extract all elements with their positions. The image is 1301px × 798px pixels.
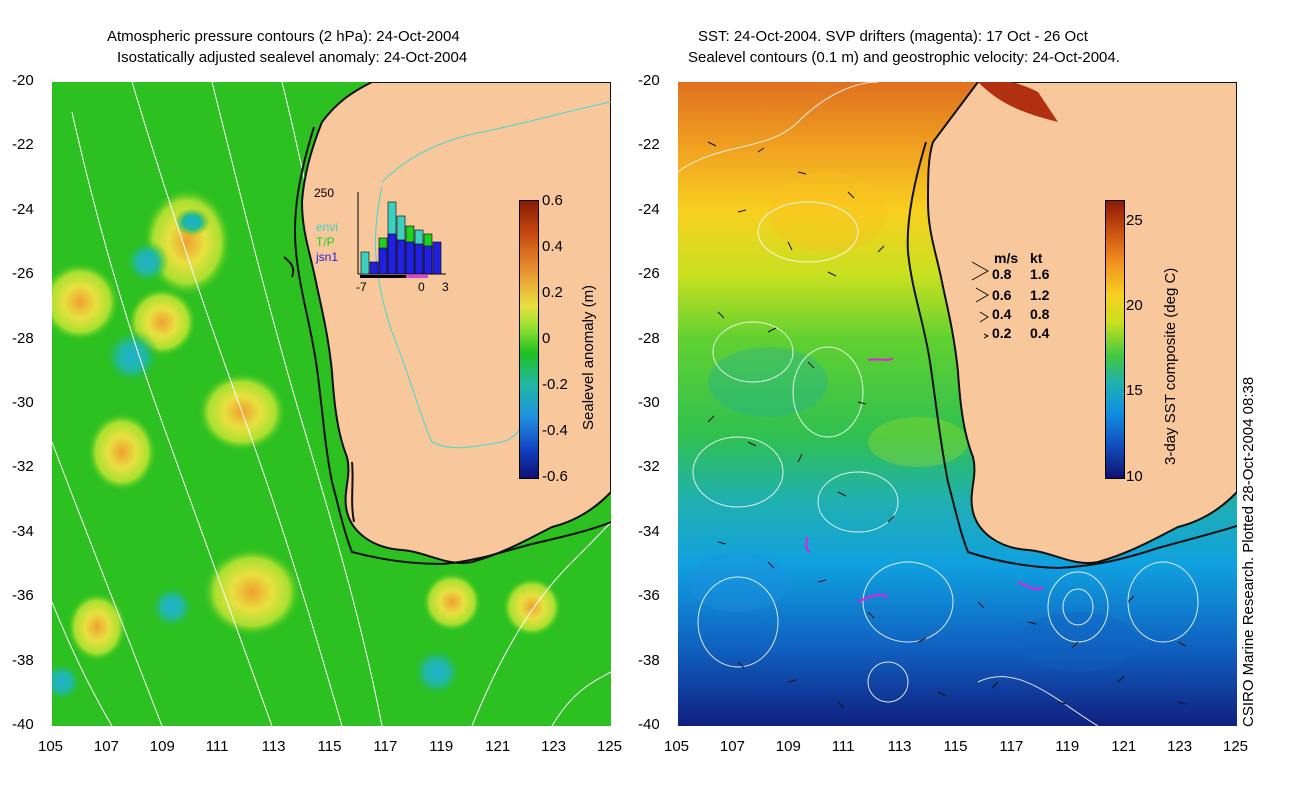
left-cbar-tick-6: -0.6 bbox=[542, 468, 568, 485]
sealevel-anomaly-map: 250 bbox=[52, 82, 611, 726]
left-cbar-tick-2: 0.2 bbox=[542, 284, 563, 301]
inset-ymax-label: 250 bbox=[314, 186, 335, 200]
velocity-legend-row2-ms: 0.6 bbox=[992, 287, 1012, 303]
left-cbar-tick-4: -0.2 bbox=[542, 376, 568, 393]
left-colorbar-label: Sealevel anomaly (m) bbox=[580, 284, 597, 430]
velocity-legend-header-ms: m/s bbox=[994, 250, 1019, 266]
left-cbar-tick-1: 0.4 bbox=[542, 238, 563, 255]
lat-tick-label: -38 bbox=[638, 651, 660, 669]
lat-tick-label: -20 bbox=[12, 72, 34, 89]
depth-contour bbox=[293, 126, 611, 566]
lat-tick-label: -34 bbox=[12, 522, 34, 540]
lon-tick-label: 121 bbox=[1111, 738, 1137, 755]
lat-tick-label: -30 bbox=[12, 394, 34, 411]
lon-tick-label: 121 bbox=[485, 738, 511, 755]
lat-tick-label: -40 bbox=[638, 716, 660, 733]
inset-xtick-zero: 0 bbox=[418, 280, 425, 294]
lon-tick-label: 117 bbox=[373, 738, 398, 755]
sst-map bbox=[678, 82, 1237, 726]
left-cbar-tick-5: -0.4 bbox=[542, 422, 568, 439]
velocity-legend-row3-kt: 0.8 bbox=[1030, 306, 1050, 322]
right-colorbar-label: 3-day SST composite (deg C) bbox=[1162, 267, 1179, 465]
lon-tick-label: 113 bbox=[261, 738, 286, 755]
velocity-legend-row2-kt: 1.2 bbox=[1030, 287, 1050, 303]
lon-tick-label: 123 bbox=[541, 738, 567, 755]
inset-legend-jsn1: jsn1 bbox=[316, 250, 339, 264]
right-title-line1: SST: 24-Oct-2004. SVP drifters (magenta)… bbox=[698, 28, 1088, 45]
inset-legend-envi: envi bbox=[316, 220, 339, 234]
lon-tick-label: 111 bbox=[205, 738, 229, 755]
velocity-legend-row4-ms: 0.2 bbox=[992, 325, 1012, 341]
left-cbar-tick-0: 0.6 bbox=[542, 192, 563, 209]
lon-tick-label: 107 bbox=[719, 738, 745, 755]
lat-tick-label: -22 bbox=[638, 136, 660, 154]
right-cbar-tick-2: 15 bbox=[1126, 382, 1143, 399]
left-title-line2: Isostatically adjusted sealevel anomaly:… bbox=[117, 49, 468, 66]
sst-colorbar bbox=[1105, 200, 1125, 479]
credit-text: CSIRO Marine Research. Plotted 28-Oct-20… bbox=[1240, 376, 1257, 727]
lat-tick-label: -32 bbox=[12, 458, 34, 476]
inset-xtick-right: 3 bbox=[442, 280, 449, 294]
lon-tick-label: 107 bbox=[93, 738, 119, 755]
velocity-legend-row3-ms: 0.4 bbox=[992, 306, 1012, 322]
right-cbar-tick-3: 10 bbox=[1126, 468, 1143, 485]
lon-tick-label: 113 bbox=[887, 738, 912, 755]
lon-tick-label: 105 bbox=[38, 738, 64, 755]
lat-tick-label: -34 bbox=[638, 522, 660, 540]
lon-tick-label: 109 bbox=[149, 738, 175, 755]
lat-tick-label: -20 bbox=[638, 72, 660, 89]
lat-tick-label: -30 bbox=[638, 394, 660, 411]
lat-tick-label: -38 bbox=[12, 651, 34, 669]
lon-tick-label: 119 bbox=[429, 738, 454, 755]
altimeter-inset-chart: 250 bbox=[314, 182, 454, 302]
lon-tick-label: 109 bbox=[775, 738, 801, 755]
inset-xtick-left: -7 bbox=[356, 280, 367, 294]
land-australia-right bbox=[926, 82, 1237, 564]
lon-tick-label: 105 bbox=[664, 738, 690, 755]
lat-tick-label: -26 bbox=[12, 265, 34, 283]
lon-tick-label: 115 bbox=[317, 738, 342, 755]
lat-tick-label: -40 bbox=[12, 716, 34, 733]
lat-tick-label: -36 bbox=[12, 587, 34, 605]
velocity-legend-arrows bbox=[971, 261, 990, 339]
lon-tick-label: 125 bbox=[1223, 738, 1249, 755]
sst-field bbox=[678, 82, 1237, 726]
sealevel-colorbar bbox=[519, 200, 539, 479]
lon-tick-label: 125 bbox=[597, 738, 623, 755]
lon-tick-label: 119 bbox=[1055, 738, 1080, 755]
sst-texture bbox=[688, 172, 1138, 672]
left-cbar-tick-3: 0 bbox=[542, 330, 551, 347]
right-title-line2: Sealevel contours (0.1 m) and geostrophi… bbox=[688, 49, 1120, 66]
right-cbar-tick-0: 25 bbox=[1126, 212, 1143, 229]
lon-tick-label: 117 bbox=[999, 738, 1024, 755]
velocity-legend-row1-ms: 0.8 bbox=[992, 266, 1012, 282]
lat-tick-label: -24 bbox=[12, 200, 34, 218]
velocity-arrows bbox=[707, 141, 1187, 709]
right-cbar-tick-1: 20 bbox=[1126, 297, 1143, 314]
velocity-legend-row1-kt: 1.6 bbox=[1030, 266, 1050, 282]
lat-tick-label: -22 bbox=[12, 136, 34, 154]
lat-tick-label: -32 bbox=[638, 458, 660, 476]
lat-tick-label: -26 bbox=[638, 265, 660, 283]
lat-tick-label: -36 bbox=[638, 587, 660, 605]
left-title-line1: Atmospheric pressure contours (2 hPa): 2… bbox=[107, 28, 460, 45]
drifter-tracks bbox=[805, 357, 1044, 603]
sealevel-contours bbox=[678, 82, 1199, 726]
anomaly-blobs bbox=[52, 187, 562, 702]
inset-bars bbox=[357, 192, 446, 278]
depth-contour-right bbox=[906, 141, 1237, 570]
lat-tick-label: -24 bbox=[638, 200, 660, 218]
velocity-legend: m/s kt 0.8 1.6 0.6 1.2 0.4 0.8 0.2 0.4 bbox=[966, 250, 1066, 350]
lat-tick-label: -28 bbox=[638, 329, 660, 347]
lon-tick-label: 123 bbox=[1167, 738, 1193, 755]
inset-legend-tp: T/P bbox=[316, 235, 335, 249]
velocity-legend-header-kt: kt bbox=[1030, 250, 1043, 266]
velocity-legend-row4-kt: 0.4 bbox=[1030, 325, 1050, 341]
lat-tick-label: -28 bbox=[12, 329, 34, 347]
lon-tick-label: 111 bbox=[831, 738, 855, 755]
lon-tick-label: 115 bbox=[943, 738, 968, 755]
